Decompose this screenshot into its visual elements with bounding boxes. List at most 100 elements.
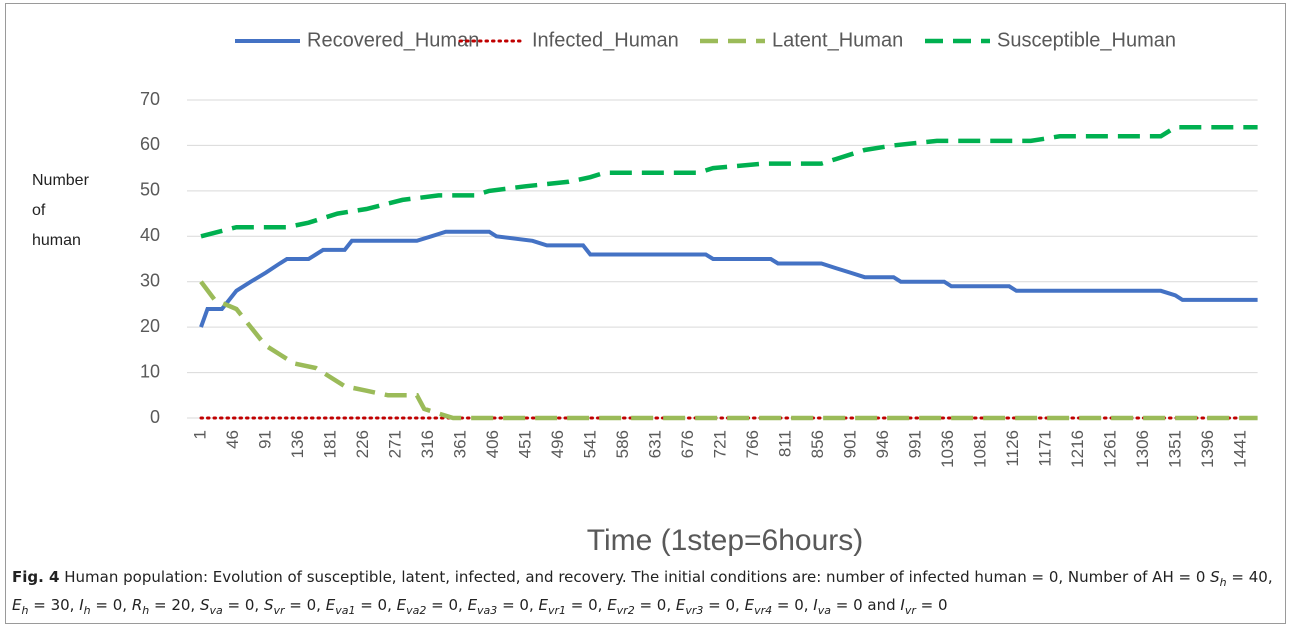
x-tick-label: 946 [873,430,892,458]
y-tick-label: 40 [140,225,160,245]
caption-text: = 0, [634,596,676,614]
legend-label: Susceptible_Human [997,29,1176,51]
caption-text: va3 [477,604,498,617]
caption-text: S [199,596,210,614]
legend-label: Recovered_Human [307,29,479,51]
x-tick-label: 1306 [1133,430,1152,468]
caption-text: E [396,596,407,614]
caption-text: = 0, [426,596,468,614]
caption-text: E [744,596,755,614]
x-tick-label: 91 [255,430,274,449]
caption-text: I [900,596,905,614]
caption-text: = 0, [566,596,608,614]
y-axis-label: of [32,202,46,219]
x-tick-label: 1216 [1068,430,1087,468]
x-tick-label: 811 [775,430,794,457]
caption-text: E [12,596,22,614]
x-tick-label: 766 [743,430,762,458]
caption-text: vr3 [685,604,704,617]
caption-text: h [1219,576,1227,589]
caption-text: E [607,596,617,614]
caption-text: = 0, [497,596,539,614]
caption-text: = 0, [284,596,326,614]
y-tick-label: 10 [140,361,160,381]
caption-text: h [21,604,29,617]
x-tick-label: 586 [613,430,632,458]
caption-text: = 30, [28,596,80,614]
x-tick-label: 1081 [970,430,989,468]
x-tick-label: 226 [353,430,372,458]
x-tick-label: 676 [678,430,697,458]
x-tick-label: 631 [645,430,664,458]
y-tick-label: 20 [140,316,160,336]
caption-text: vr [904,604,916,617]
caption-text: va [817,604,831,617]
x-tick-label: 721 [710,430,729,458]
y-tick-label: 50 [140,180,160,200]
y-tick-label: 30 [140,270,160,290]
x-tick-label: 901 [840,430,859,458]
series-line [200,125,1258,239]
caption-text: = 0, [355,596,397,614]
series-line [199,229,1258,328]
x-tick-label: 1171 [1035,430,1054,467]
caption-text: vr2 [616,604,635,617]
caption-text: = 40, [1226,568,1273,586]
caption-text: E [467,596,478,614]
caption-text: vr4 [754,604,773,617]
caption: Fig. 4 Human population: Evolution of su… [12,566,1277,622]
x-tick-label: 1351 [1165,430,1184,468]
caption-text: = 0, [703,596,745,614]
x-tick-label: 1126 [1003,430,1022,467]
caption-text: = 0, [90,596,132,614]
caption-text: I [813,596,818,614]
caption-text: R [131,596,143,614]
caption-text: va1 [335,604,356,617]
caption-text: = 20, [149,596,200,614]
x-tick-label: 496 [548,430,567,458]
legend-label: Latent_Human [772,29,903,51]
x-tick-label: 136 [288,430,307,458]
caption-text: h [83,604,91,617]
caption-text: = 0, [222,596,264,614]
x-tick-label: 271 [385,430,404,458]
x-tick-label: 1396 [1198,430,1217,468]
x-tick-label: 1441 [1230,430,1249,468]
caption-text: = 0 and [831,596,901,614]
x-tick-label: 316 [418,430,437,458]
x-tick-label: 1036 [938,430,957,468]
x-tick-label: 1261 [1100,430,1119,468]
caption-text: vr [273,604,285,617]
x-tick-label: 1 [190,430,209,439]
caption-text: E [538,596,548,614]
x-tick-label: 361 [450,430,469,458]
caption-text: S [1210,568,1220,586]
x-tick-label: 406 [483,430,502,458]
caption-text: = 0 [915,596,948,614]
chart: Time (1step=6hours) 0 10 20 30 40 50 60 70 Numbe… [32,29,1260,557]
x-tick-label: 541 [580,430,599,458]
caption-text: E [325,596,336,614]
legend-label: Infected_Human [532,29,679,51]
x-tick-label: 46 [223,430,242,449]
x-tick-label: 181 [320,430,339,458]
caption-text: vr1 [547,604,566,617]
caption-text: S [263,596,274,614]
y-tick-label: 60 [140,134,160,154]
caption-text: va2 [406,604,427,617]
caption-label: Fig. 4 [12,568,60,586]
x-tick-label: 991 [905,430,924,458]
y-axis-label: human [32,232,81,249]
caption-text: h [142,604,150,617]
y-tick-label: 70 [140,89,160,109]
caption-text: = 0, [772,596,814,614]
series-line [199,280,1258,421]
x-tick-label: 856 [808,430,827,458]
x-axis-label: Time (1step=6hours) [587,524,864,557]
figure-frame [5,3,1286,624]
caption-text: E [675,596,686,614]
caption-text: va [209,604,223,617]
caption-text: I [79,596,84,614]
caption-text: Human population: Evolution of susceptib… [64,568,1211,586]
